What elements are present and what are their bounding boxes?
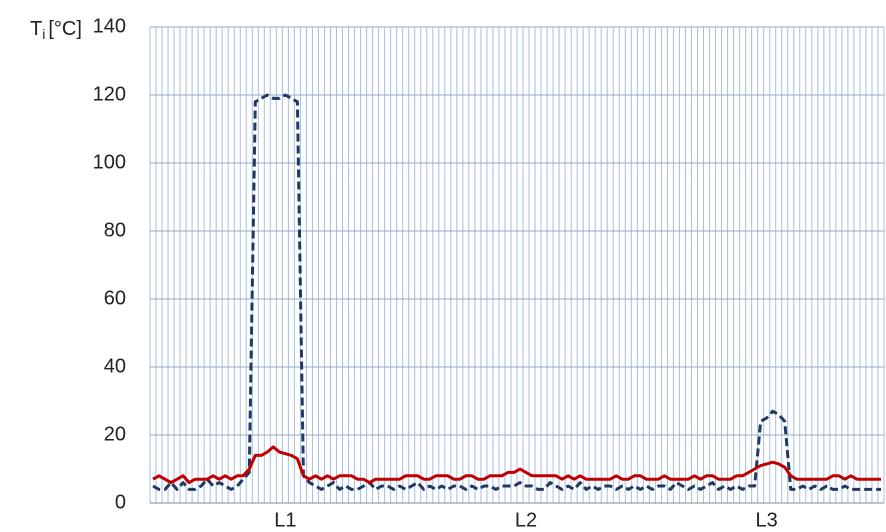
y-axis-label: Ti [°C] bbox=[30, 18, 82, 41]
y-tick-label: 100 bbox=[93, 151, 126, 173]
y-tick-label: 140 bbox=[93, 15, 126, 37]
y-label-main: T bbox=[30, 18, 42, 40]
y-tick-label: 120 bbox=[93, 83, 126, 105]
x-tick-label: L2 bbox=[515, 509, 537, 531]
line-series bbox=[152, 93, 881, 491]
x-tick-label: L3 bbox=[756, 509, 778, 531]
y-label-unit: [°C] bbox=[48, 18, 82, 40]
line-series bbox=[152, 445, 881, 485]
y-label-sub: i bbox=[42, 26, 45, 42]
y-tick-label: 60 bbox=[104, 287, 126, 309]
y-tick-label: 80 bbox=[104, 219, 126, 241]
x-tick-label: L1 bbox=[274, 509, 296, 531]
y-tick-label: 0 bbox=[115, 491, 126, 513]
y-tick-label: 40 bbox=[104, 355, 126, 377]
y-tick-label: 20 bbox=[104, 423, 126, 445]
